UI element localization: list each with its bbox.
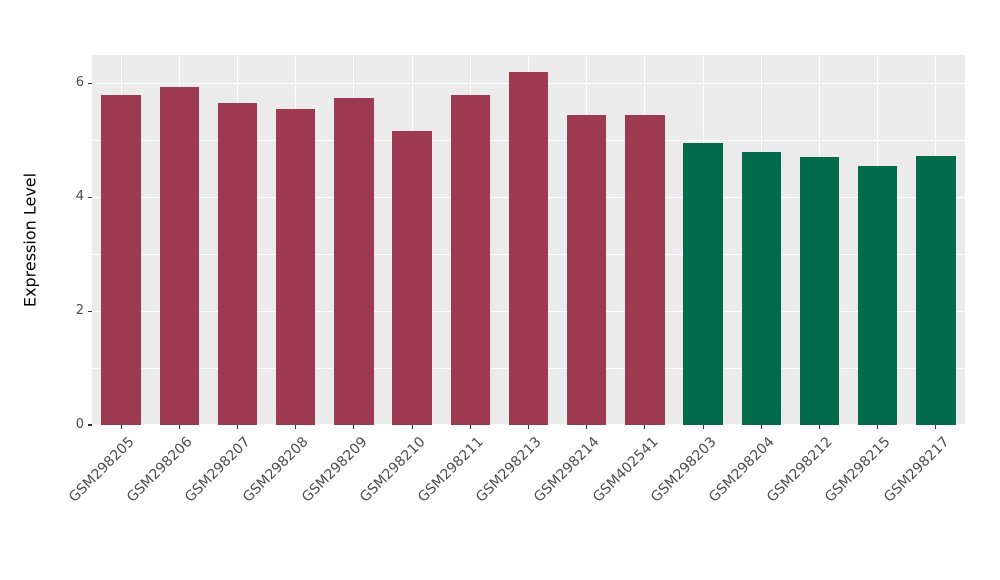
bar-GSM298211 — [450, 94, 491, 425]
x-tick-mark — [818, 425, 821, 429]
x-tick-mark — [702, 425, 704, 429]
y-tick-label: 6 — [75, 75, 84, 91]
bar-GSM298208 — [275, 108, 316, 425]
x-tick-mark — [527, 425, 530, 429]
y-tick-label: 2 — [75, 303, 84, 319]
bar-GSM298210 — [392, 130, 432, 425]
x-tick-mark — [178, 425, 180, 429]
plot-panel — [92, 55, 965, 425]
y-axis-title: Expression Level — [20, 172, 40, 308]
x-tick-mark — [236, 425, 239, 429]
y-tick-mark — [88, 196, 92, 198]
y-tick-mark — [88, 82, 92, 85]
x-tick-mark — [411, 425, 413, 429]
bar-GSM298203 — [683, 142, 723, 425]
x-tick-mark — [469, 425, 471, 429]
bar-GSM298215 — [857, 166, 898, 425]
bar-GSM298206 — [159, 87, 200, 425]
bar-GSM402541 — [625, 114, 665, 425]
bar-GSM298217 — [916, 156, 956, 425]
bar-GSM298209 — [334, 97, 374, 425]
bar-GSM298212 — [799, 156, 840, 425]
y-tick-label: 4 — [75, 189, 84, 205]
y-tick-mark — [88, 424, 92, 426]
x-tick-mark — [295, 425, 297, 429]
bar-GSM298207 — [217, 102, 258, 425]
y-tick-mark — [88, 310, 92, 312]
bar-GSM298204 — [741, 151, 782, 425]
x-tick-mark — [935, 425, 937, 429]
y-tick-label: 0 — [75, 417, 84, 432]
bar-GSM298214 — [566, 114, 607, 425]
x-tick-mark — [877, 425, 879, 429]
x-tick-mark — [586, 425, 588, 429]
x-tick-mark — [120, 425, 122, 429]
x-tick-mark — [644, 425, 646, 429]
bar-GSM298213 — [508, 71, 549, 425]
bar-GSM298205 — [101, 94, 141, 425]
x-tick-mark — [353, 425, 355, 429]
x-tick-mark — [760, 425, 762, 429]
